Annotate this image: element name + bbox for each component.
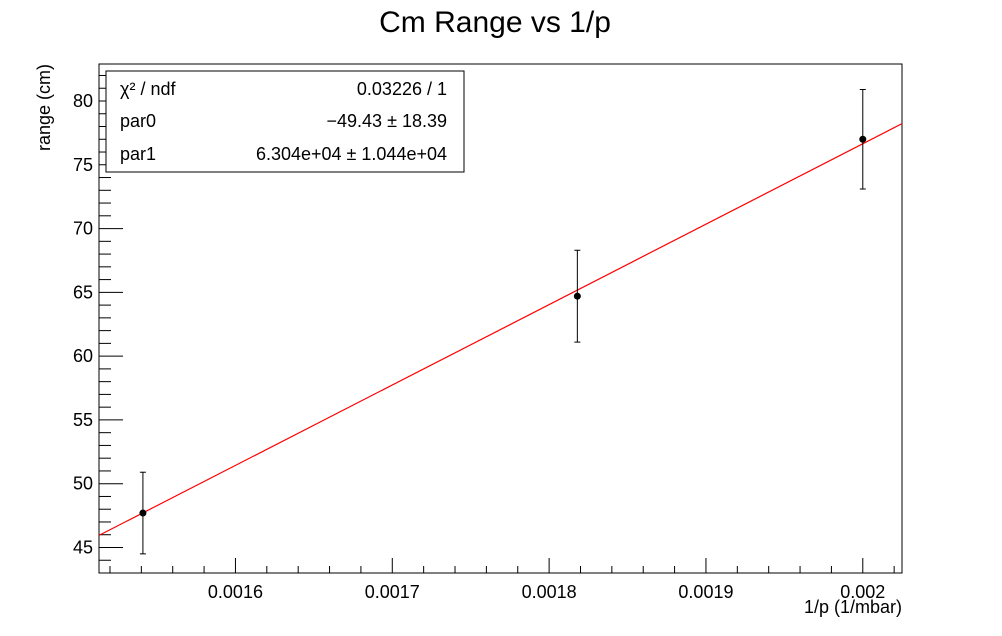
chart-title: Cm Range vs 1/p [379,6,611,39]
plot-frame [98,63,903,574]
fit-layer [98,123,903,536]
y-tick-label: 45 [73,537,93,557]
data-point [139,509,147,517]
y-tick-label: 70 [73,219,93,239]
y-tick-label: 55 [73,410,93,430]
x-tick-label: 0.0019 [678,582,733,602]
stats-chi2-label: χ² / ndf [120,79,176,99]
x-tick-label: 0.002 [840,582,885,602]
x-tick-label: 0.0018 [522,582,577,602]
x-tick-label: 0.0016 [208,582,263,602]
y-tick-label: 75 [73,155,93,175]
y-axis-label: range (cm) [34,64,54,151]
y-tick-label: 80 [73,91,93,111]
y-tick-label: 50 [73,474,93,494]
y-tick-label: 65 [73,282,93,302]
stats-box: χ² / ndf 0.03226 / 1 par0 −49.43 ± 18.39… [105,70,465,173]
stats-par0-label: par0 [120,111,156,131]
plot-area [98,63,903,574]
points-layer [139,89,867,555]
data-point [573,292,581,300]
stats-par1-value: 6.304e+04 ± 1.044e+04 [256,144,447,164]
y-axis: 45 50 55 60 65 70 75 80 [73,74,123,574]
stats-par0-value: −49.43 ± 18.39 [327,111,447,131]
x-tick-label: 0.0017 [365,582,420,602]
stats-box-frame [105,70,465,173]
stats-par1-label: par1 [120,144,156,164]
x-axis-label: 1/p (1/mbar) [804,597,902,617]
fit-line [98,123,903,536]
data-point [859,135,867,143]
y-tick-label: 60 [73,346,93,366]
x-axis: 0.0016 0.0017 0.0018 0.0019 0.002 [109,558,895,602]
stats-chi2-value: 0.03226 / 1 [357,79,447,99]
